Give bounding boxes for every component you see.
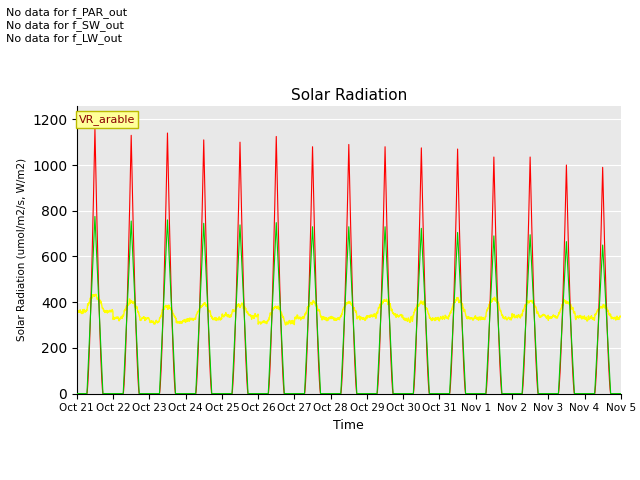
Text: No data for f_SW_out: No data for f_SW_out bbox=[6, 20, 124, 31]
Title: Solar Radiation: Solar Radiation bbox=[291, 88, 407, 103]
Text: VR_arable: VR_arable bbox=[79, 114, 135, 125]
Text: No data for f_PAR_out: No data for f_PAR_out bbox=[6, 7, 127, 18]
Y-axis label: Solar Radiation (umol/m2/s, W/m2): Solar Radiation (umol/m2/s, W/m2) bbox=[17, 158, 26, 341]
X-axis label: Time: Time bbox=[333, 419, 364, 432]
Legend: PAR_in, SW_in, LW_in: PAR_in, SW_in, LW_in bbox=[209, 474, 489, 480]
Text: No data for f_LW_out: No data for f_LW_out bbox=[6, 33, 122, 44]
